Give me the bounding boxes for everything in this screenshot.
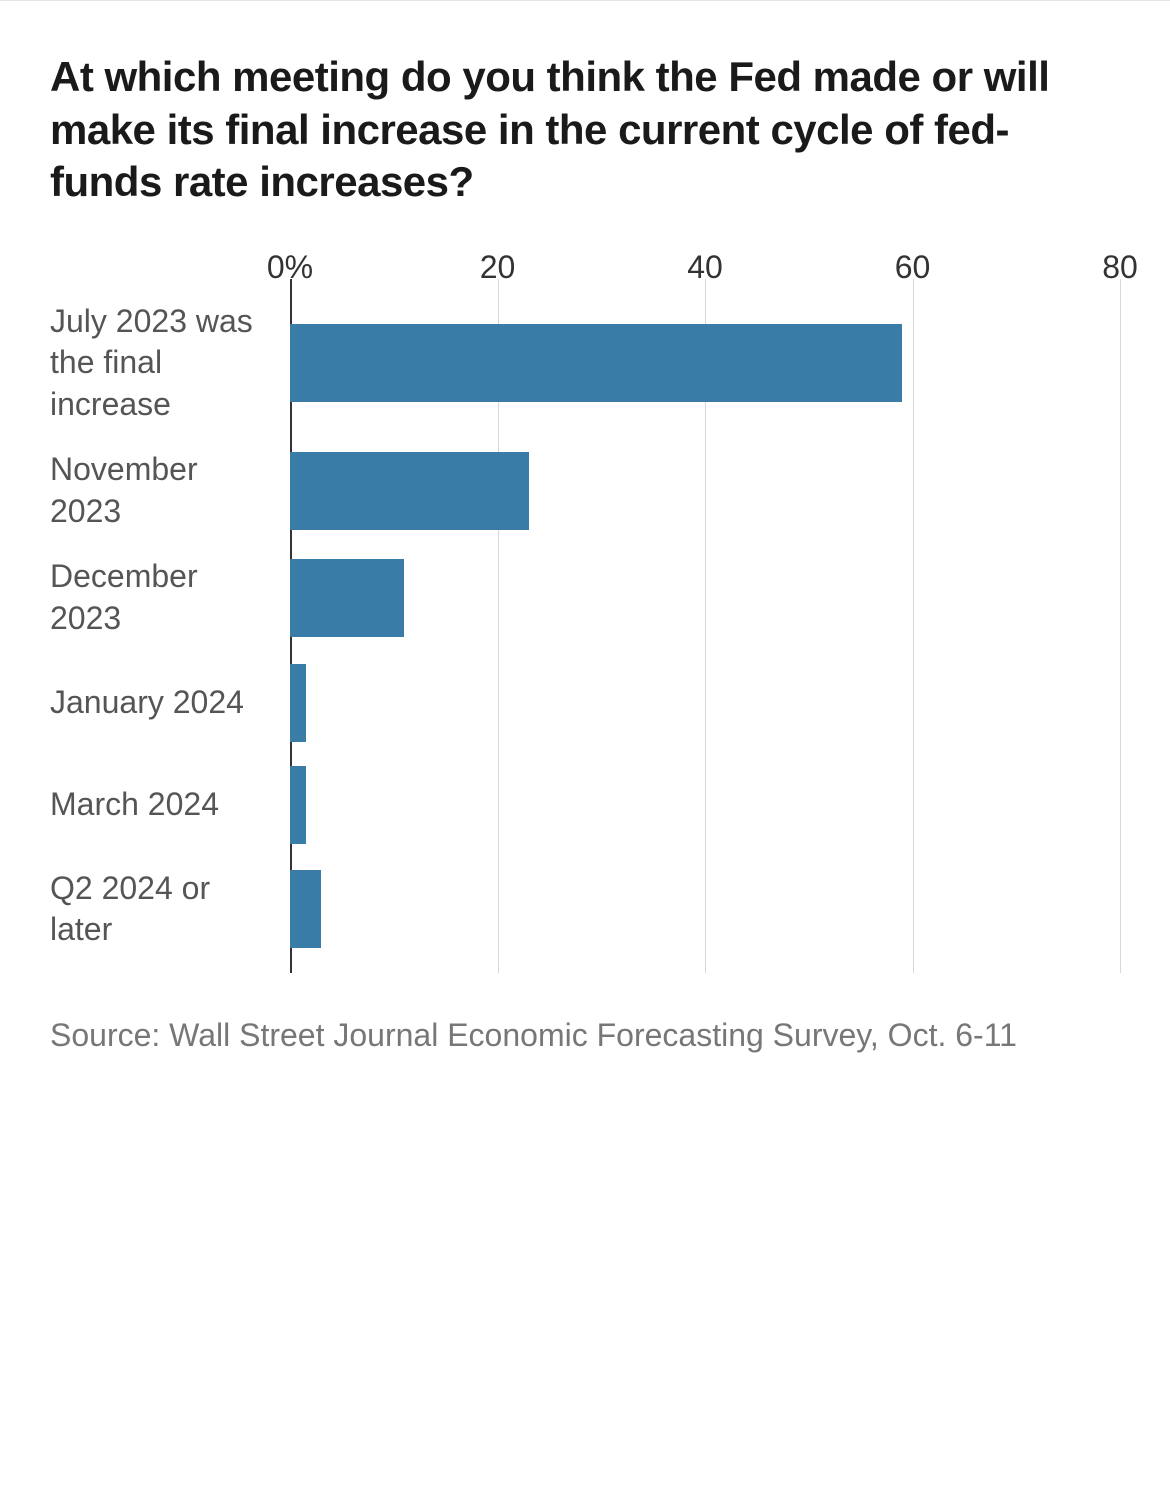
- chart-container: At which meeting do you think the Fed ma…: [0, 0, 1170, 1492]
- bar: [290, 870, 321, 948]
- bar: [290, 324, 902, 402]
- gridline: [1120, 279, 1121, 973]
- bar: [290, 766, 306, 844]
- axis-tick: 60: [895, 249, 931, 286]
- chart-rows: July 2023 was the final increase November…: [50, 289, 1120, 963]
- bar-track: [290, 559, 1120, 637]
- row-label: November 2023: [50, 449, 290, 532]
- row-label: December 2023: [50, 556, 290, 639]
- bar: [290, 664, 306, 742]
- axis-tick: 20: [480, 249, 516, 286]
- row-label: January 2024: [50, 682, 290, 724]
- chart-row: Q2 2024 or later: [50, 856, 1120, 963]
- bar-track: [290, 766, 1120, 844]
- x-axis: 0%20406080: [50, 249, 1120, 289]
- row-label: Q2 2024 or later: [50, 868, 290, 951]
- bar-track: [290, 870, 1120, 948]
- axis-tick: 80: [1102, 249, 1138, 286]
- bar: [290, 452, 529, 530]
- axis-tick: 40: [687, 249, 723, 286]
- chart-row: November 2023: [50, 437, 1120, 544]
- row-label: March 2024: [50, 784, 290, 826]
- axis-ticks: 0%20406080: [290, 249, 1120, 289]
- chart-source: Source: Wall Street Journal Economic For…: [50, 1013, 1120, 1058]
- axis-tick: 0%: [267, 249, 313, 286]
- row-label: July 2023 was the final increase: [50, 301, 290, 426]
- chart-row: January 2024: [50, 652, 1120, 754]
- chart-title: At which meeting do you think the Fed ma…: [50, 51, 1120, 209]
- bar: [290, 559, 404, 637]
- chart-area: 0%20406080 July 2023 was the final incre…: [50, 249, 1120, 963]
- chart-row: December 2023: [50, 544, 1120, 651]
- chart-row: July 2023 was the final increase: [50, 289, 1120, 438]
- bar-track: [290, 324, 1120, 402]
- bar-track: [290, 452, 1120, 530]
- bar-track: [290, 664, 1120, 742]
- chart-row: March 2024: [50, 754, 1120, 856]
